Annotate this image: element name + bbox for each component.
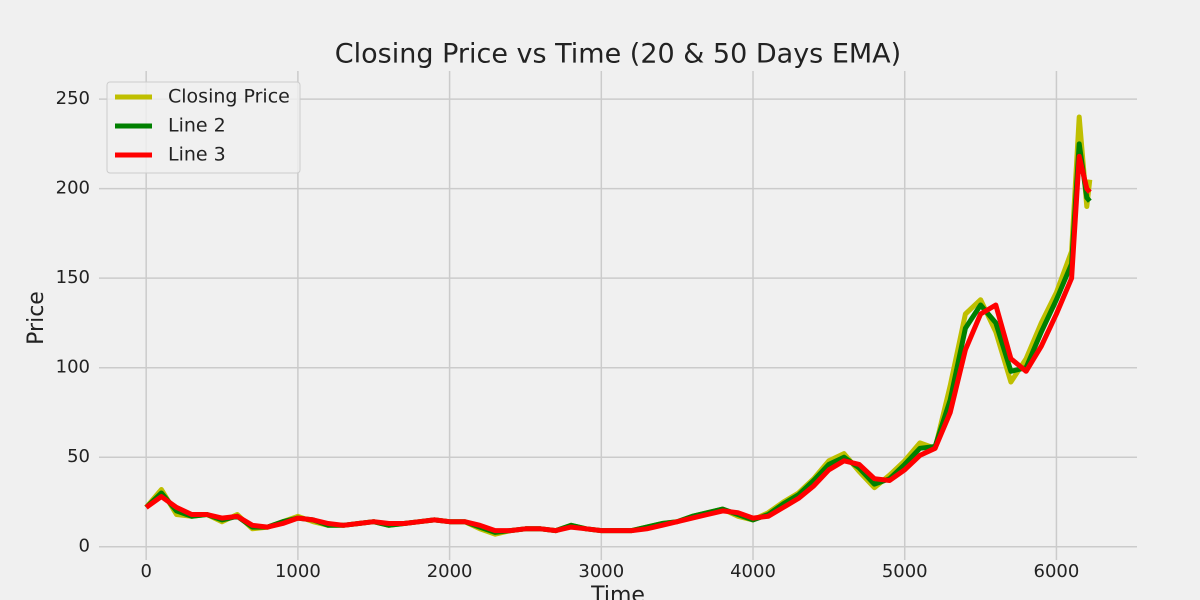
x-tick-label: 4000 xyxy=(730,561,776,582)
y-tick-label: 150 xyxy=(56,267,90,288)
legend-label: Line 2 xyxy=(168,115,226,137)
chart-title: Closing Price vs Time (20 & 50 Days EMA) xyxy=(335,39,901,70)
x-axis-label: Time xyxy=(590,583,645,600)
x-tick-label: 2000 xyxy=(427,561,473,582)
y-tick-label: 250 xyxy=(56,88,90,109)
y-tick-label: 0 xyxy=(79,536,90,557)
x-tick-label: 1000 xyxy=(275,561,321,582)
legend-label: Closing Price xyxy=(168,86,290,108)
legend-box xyxy=(106,81,301,174)
series-line xyxy=(144,153,1092,534)
y-tick-label: 50 xyxy=(67,446,90,467)
x-tick-label: 0 xyxy=(140,561,151,582)
legend-label: Line 3 xyxy=(168,144,226,166)
x-tick-label: 5000 xyxy=(882,561,928,582)
x-tick-label: 3000 xyxy=(578,561,624,582)
y-axis-label: Price xyxy=(24,291,49,345)
y-tick-label: 200 xyxy=(56,178,90,199)
y-tick-label: 100 xyxy=(56,357,90,378)
x-tick-label: 6000 xyxy=(1034,561,1080,582)
